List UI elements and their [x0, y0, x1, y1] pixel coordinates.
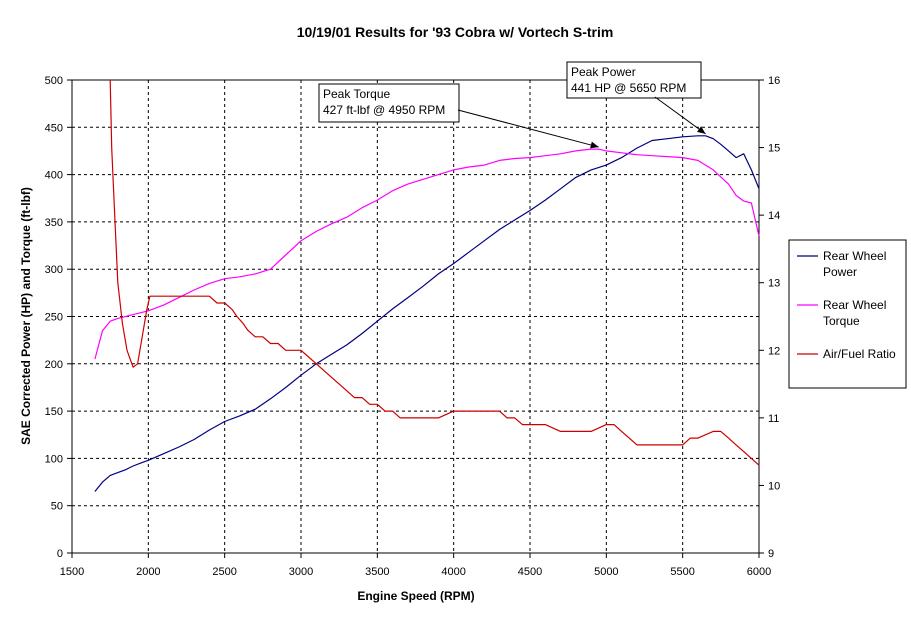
peak-torque-callout-leader	[457, 109, 599, 148]
x-tick-label: 3500	[365, 566, 389, 578]
y2-tick-label: 13	[768, 278, 780, 290]
y2-tick-label: 9	[768, 548, 774, 560]
y-tick-label: 0	[57, 548, 63, 560]
annotations: Peak Torque 427 ft-lbf @ 4950 RPM Peak Pow…	[318, 61, 706, 149]
legend-label-rear-wheel-torque: Torque	[823, 314, 860, 328]
y-tick-label: 350	[45, 217, 63, 229]
rear-wheel-power-line	[94, 135, 760, 492]
x-tick-label: 4000	[441, 566, 465, 578]
y2-tick-label: 15	[768, 143, 780, 155]
peak-torque-callout-arrowhead	[590, 141, 599, 149]
y-axis-title: SAE Corrected Power (HP) and Torque (ft-…	[19, 187, 33, 445]
peak-torque-callout-text: 427 ft-lbf @ 4950 RPM	[323, 103, 445, 117]
y-tick-label: 200	[45, 359, 63, 371]
x-tick-label: 4500	[518, 566, 542, 578]
x-axis-title: Engine Speed (RPM)	[357, 589, 474, 603]
y-tick-label: 300	[45, 264, 63, 276]
legend-label-rear-wheel-power: Rear Wheel	[823, 249, 886, 263]
x-tick-label: 1500	[60, 566, 84, 578]
peak-power-callout-text: 441 HP @ 5650 RPM	[571, 81, 686, 95]
peak-power-callout-text: Peak Power	[571, 65, 636, 79]
peak-power-callout-box	[566, 61, 702, 99]
peak-torque-callout-text: Peak Torque	[323, 87, 390, 101]
air-fuel-ratio-line	[109, 79, 760, 466]
x-tick-label: 2500	[212, 566, 236, 578]
y-tick-label: 500	[45, 75, 63, 87]
x-tick-label: 6000	[747, 566, 771, 578]
y2-ticks: 9 10 11 12 13 14 15 16	[759, 75, 780, 560]
x-tick-label: 3000	[289, 566, 313, 578]
grid-lines	[72, 80, 759, 553]
legend-label-rear-wheel-power: Power	[823, 265, 857, 279]
y-tick-label: 50	[51, 501, 63, 513]
y2-tick-label: 10	[768, 480, 780, 492]
y-tick-label: 250	[45, 312, 63, 324]
y2-tick-label: 16	[768, 75, 780, 87]
x-tick-label: 2000	[136, 566, 160, 578]
legend-box	[788, 239, 907, 389]
y2-tick-label: 12	[768, 345, 780, 357]
x-ticks: 1500 2000 2500 3000 3500 4000 4500 5000 5500 6000	[60, 553, 771, 578]
legend-label-rear-wheel-torque: Rear Wheel	[823, 298, 886, 312]
y-ticks: 0 50 100 150 200 250 300 350 400 450 500	[45, 75, 72, 560]
y2-tick-label: 11	[768, 413, 779, 425]
series-lines	[94, 79, 760, 492]
y2-tick-label: 14	[768, 210, 780, 222]
peak-power-callout-leader	[654, 96, 706, 135]
peak-power-callout-arrowhead	[697, 126, 706, 134]
chart-title: 10/19/01 Results for '93 Cobra w/ Vortec…	[297, 24, 614, 40]
x-tick-label: 5500	[670, 566, 694, 578]
x-tick-label: 5000	[594, 566, 618, 578]
legend-label-air-fuel-ratio: Air/Fuel Ratio	[823, 347, 896, 361]
peak-torque-callout-box	[318, 83, 460, 123]
y-tick-label: 150	[45, 406, 63, 418]
y-tick-label: 100	[45, 453, 63, 465]
rear-wheel-torque-line	[94, 148, 760, 360]
y-tick-label: 400	[45, 170, 63, 182]
legend: Rear Wheel Power Rear Wheel Torque Air/Fuel …	[788, 239, 907, 389]
y-tick-label: 450	[45, 122, 63, 134]
